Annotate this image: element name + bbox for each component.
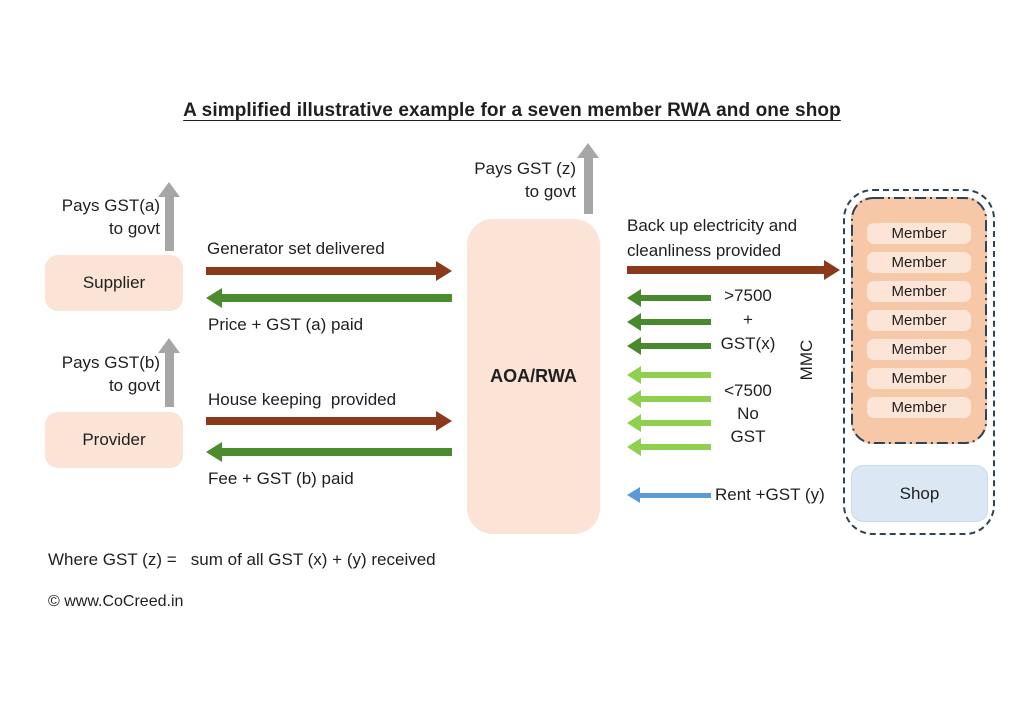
supplier-pays-gst-arrow-icon (158, 182, 180, 251)
shop-box: Shop (851, 465, 988, 522)
supplier-tax-note-line1: Pays GST(a) (61, 196, 160, 215)
rent-label: Rent +GST (y) (715, 485, 825, 504)
above-threshold-line2: + (743, 310, 753, 329)
members-group-container: Member Member Member Member Member Membe… (851, 197, 987, 444)
housekeeping-provided-label: House keeping provided (208, 390, 397, 409)
member-box: Member (867, 339, 971, 360)
below-threshold-arrow-1-icon (627, 366, 711, 384)
shop-box-label: Shop (899, 483, 940, 503)
rwa-tax-note-line1: Pays GST (z) (474, 159, 576, 178)
backup-service-arrow-icon (627, 260, 840, 280)
provider-pays-gst-arrow-icon (158, 338, 180, 407)
below-threshold-line1: <7500 (724, 381, 772, 400)
above-threshold-arrow-1-icon (627, 289, 711, 307)
diagram-title: A simplified illustrative example for a … (183, 100, 841, 121)
above-threshold-label: >7500 + GST(x) (712, 284, 784, 356)
member-box: Member (867, 281, 971, 302)
provider-tax-note: Pays GST(b) to govt (30, 351, 160, 397)
supplier-tax-note-line2: to govt (108, 219, 160, 238)
member-box: Member (867, 252, 971, 273)
generator-delivered-label: Generator set delivered (207, 239, 385, 258)
price-gst-paid-label: Price + GST (a) paid (208, 315, 364, 334)
below-threshold-line3: GST (730, 427, 766, 446)
below-threshold-line2: No (737, 404, 759, 423)
rwa-pays-gst-arrow-icon (577, 143, 599, 214)
supplier-tax-note: Pays GST(a) to govt (30, 194, 160, 240)
below-threshold-arrow-2-icon (627, 390, 711, 408)
above-threshold-arrow-3-icon (627, 337, 711, 355)
member-box: Member (867, 310, 971, 331)
rwa-tax-note-line2: to govt (524, 182, 576, 201)
member-box: Member (867, 368, 971, 389)
fee-gst-paid-arrow-icon (206, 442, 452, 462)
housekeeping-provided-arrow-icon (206, 411, 452, 431)
generator-delivered-arrow-icon (206, 261, 452, 281)
backup-service-line2: cleanliness provided (627, 241, 782, 260)
below-threshold-arrow-4-icon (627, 438, 711, 456)
above-threshold-line1: >7500 (724, 286, 772, 305)
rent-arrow-icon (627, 487, 711, 503)
provider-tax-note-line1: Pays GST(b) (61, 353, 160, 372)
copyright-text: © www.CoCreed.in (48, 593, 184, 610)
provider-box-label: Provider (82, 430, 146, 449)
mmc-label: MMC (797, 339, 816, 381)
above-threshold-arrow-2-icon (627, 313, 711, 331)
supplier-box: Supplier (45, 255, 183, 311)
society-group-container: Member Member Member Member Member Membe… (843, 189, 995, 535)
members-list: Member Member Member Member Member Membe… (851, 223, 987, 418)
fee-gst-paid-label: Fee + GST (b) paid (208, 469, 354, 488)
provider-tax-note-line2: to govt (108, 376, 160, 395)
above-threshold-line3: GST(x) (720, 334, 776, 353)
gst-formula-text: Where GST (z) = sum of all GST (x) + (y)… (48, 550, 436, 569)
price-gst-paid-arrow-icon (206, 288, 452, 308)
rwa-tax-note: Pays GST (z) to govt (440, 157, 576, 203)
below-threshold-label: <7500 No GST (712, 379, 784, 448)
aoa-rwa-box-label: AOA/RWA (490, 366, 577, 386)
backup-service-line1: Back up electricity and (627, 216, 798, 235)
member-box: Member (867, 223, 971, 244)
below-threshold-arrow-3-icon (627, 414, 711, 432)
supplier-box-label: Supplier (82, 273, 146, 292)
backup-service-label: Back up electricity and cleanliness provi… (627, 213, 797, 263)
provider-box: Provider (45, 412, 183, 468)
member-box: Member (867, 397, 971, 418)
members-group-dashdot-border (851, 197, 987, 444)
aoa-rwa-box: AOA/RWA (467, 219, 600, 534)
